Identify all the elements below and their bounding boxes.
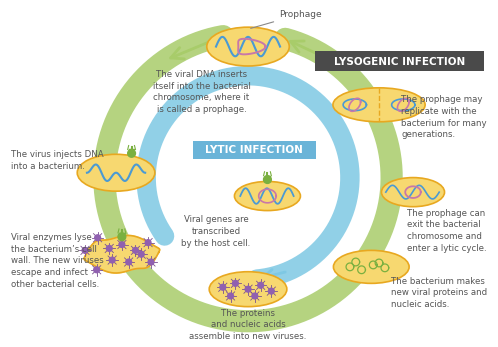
Text: The proteins
and nucleic acids
assemble into new viruses.: The proteins and nucleic acids assemble …: [189, 308, 307, 341]
Ellipse shape: [334, 251, 409, 283]
Text: The bacterium makes
new viral proteins and
nucleic acids.: The bacterium makes new viral proteins a…: [390, 277, 487, 309]
Circle shape: [245, 286, 251, 292]
Ellipse shape: [209, 272, 287, 307]
Text: The prophage can
exit the bacterial
chromosome and
enter a lytic cycle.: The prophage can exit the bacterial chro…: [407, 209, 487, 253]
Circle shape: [119, 242, 125, 247]
Text: LYSOGENIC INFECTION: LYSOGENIC INFECTION: [334, 57, 465, 67]
Circle shape: [127, 150, 135, 157]
Circle shape: [94, 267, 100, 273]
Circle shape: [258, 282, 263, 288]
Polygon shape: [84, 236, 160, 273]
Ellipse shape: [77, 154, 155, 191]
Circle shape: [82, 247, 88, 253]
Text: Prophage: Prophage: [250, 10, 322, 28]
Text: Viral genes are
transcribed
by the host cell.: Viral genes are transcribed by the host …: [181, 215, 250, 248]
Circle shape: [252, 293, 258, 299]
Text: The virus injects DNA
into a bacterium.: The virus injects DNA into a bacterium.: [11, 150, 104, 171]
FancyBboxPatch shape: [315, 51, 484, 71]
FancyBboxPatch shape: [193, 141, 316, 159]
Circle shape: [228, 293, 234, 299]
Circle shape: [145, 240, 151, 246]
Circle shape: [118, 233, 126, 241]
Circle shape: [132, 247, 138, 253]
Circle shape: [95, 235, 101, 241]
Text: LYTIC INFECTION: LYTIC INFECTION: [205, 145, 303, 155]
Circle shape: [220, 284, 226, 290]
Ellipse shape: [381, 178, 445, 207]
Text: The prophage may
replicate with the
bacterium for many
generations.: The prophage may replicate with the bact…: [401, 95, 487, 139]
Ellipse shape: [333, 88, 425, 122]
Text: Viral enzymes lyse
the bacterium’s cell
wall. The new viruses
escape and infect
: Viral enzymes lyse the bacterium’s cell …: [11, 233, 104, 289]
Text: The viral DNA inserts
itself into the bacterial
chromosome, where it
is called a: The viral DNA inserts itself into the ba…: [152, 70, 250, 114]
Circle shape: [148, 259, 154, 265]
Circle shape: [126, 259, 131, 265]
Ellipse shape: [235, 181, 300, 211]
Ellipse shape: [207, 27, 289, 66]
Circle shape: [263, 176, 271, 184]
Circle shape: [138, 251, 144, 257]
Circle shape: [107, 246, 112, 251]
Circle shape: [268, 288, 274, 294]
Circle shape: [109, 257, 115, 263]
Circle shape: [233, 280, 239, 286]
